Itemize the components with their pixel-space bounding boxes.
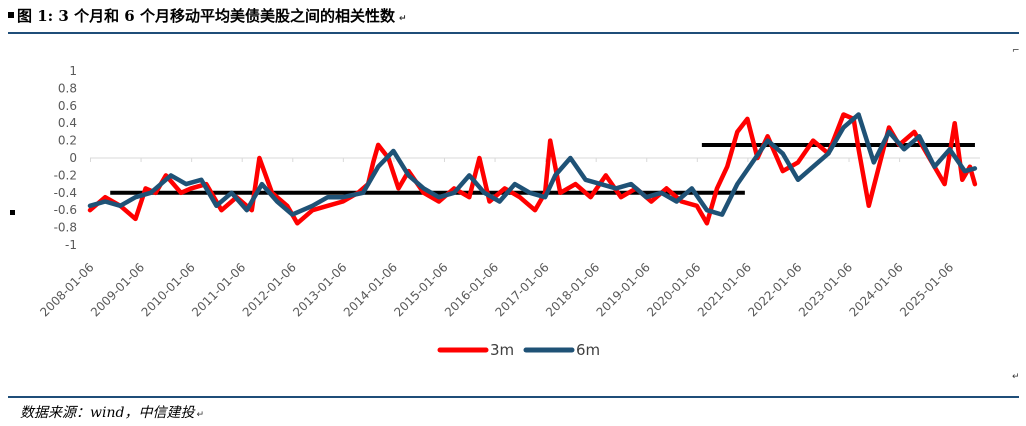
- x-axis: 2008-01-062009-01-062010-01-062011-01-06…: [37, 158, 956, 319]
- y-tick-label: -1: [65, 238, 77, 252]
- paragraph-mark-icon: ↵: [398, 14, 407, 24]
- corner-mark-icon: ⌐: [1012, 46, 1020, 56]
- y-tick-label: -0.6: [54, 203, 77, 217]
- y-tick-label: 0: [69, 151, 77, 165]
- y-tick-label: -0.4: [54, 186, 77, 200]
- y-tick-label: 1: [69, 64, 77, 78]
- source-note: 数据来源：wind，中信建投 ↵: [20, 402, 204, 422]
- legend-label-6m: 6m: [576, 341, 600, 359]
- source-divider: [8, 396, 1019, 398]
- y-axis: 1 0.8 0.6 0.4 0.2 0 -0.2 -0.4 -0.6 -0.8 -1: [54, 64, 77, 252]
- legend-label-3m: 3m: [490, 341, 514, 359]
- figure-title-text: 图 1: 3 个月和 6 个月移动平均美债美股之间的相关性数: [17, 7, 395, 25]
- y-tick-label: -0.8: [54, 221, 77, 235]
- reference-lines: [110, 142, 975, 195]
- y-tick-label: 0.2: [58, 134, 77, 148]
- y-tick-label: 0.6: [58, 99, 77, 113]
- y-tick-label: -0.2: [54, 168, 77, 182]
- x-tick-label: 2025-01-06: [897, 260, 956, 319]
- series-lines: [87, 112, 978, 226]
- y-tick-label: 0.4: [58, 116, 77, 130]
- title-bullet-icon: [8, 12, 14, 18]
- y-tick-label: 0.8: [58, 81, 77, 95]
- paragraph-mark-icon: ↵: [196, 410, 204, 420]
- title-divider: [8, 32, 1019, 34]
- chart-legend: 3m 6m: [437, 341, 600, 359]
- source-text: 数据来源：wind，中信建投: [20, 405, 195, 421]
- series-line-6m: [87, 112, 978, 217]
- figure-title: 图 1: 3 个月和 6 个月移动平均美债美股之间的相关性数 ↵: [8, 2, 407, 30]
- correlation-chart: 1 0.8 0.6 0.4 0.2 0 -0.2 -0.4 -0.6 -0.8 -1 2008-01…: [37, 64, 980, 359]
- list-bullet-icon: [10, 210, 15, 215]
- return-mark-icon: ↵: [1012, 372, 1020, 382]
